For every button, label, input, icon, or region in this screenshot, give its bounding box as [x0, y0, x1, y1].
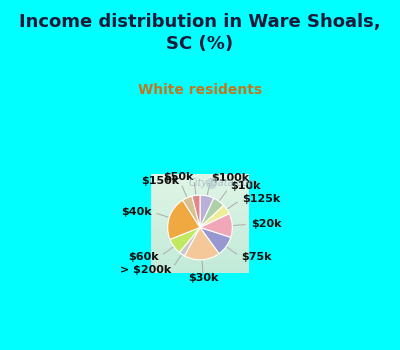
- Text: $30k: $30k: [188, 273, 218, 284]
- Text: $150k: $150k: [142, 176, 180, 186]
- Text: $60k: $60k: [128, 252, 159, 262]
- Text: $125k: $125k: [242, 194, 280, 204]
- Text: Income distribution in Ware Shoals,
SC (%): Income distribution in Ware Shoals, SC (…: [19, 13, 381, 53]
- Wedge shape: [200, 198, 224, 228]
- Wedge shape: [192, 195, 200, 228]
- Wedge shape: [200, 228, 231, 254]
- Wedge shape: [168, 200, 200, 239]
- Text: $50k: $50k: [163, 172, 194, 182]
- Text: $10k: $10k: [230, 181, 260, 191]
- Wedge shape: [179, 228, 200, 256]
- Wedge shape: [200, 195, 214, 228]
- Text: White residents: White residents: [138, 83, 262, 97]
- Text: > $200k: > $200k: [120, 265, 171, 275]
- Text: $75k: $75k: [241, 252, 272, 262]
- Text: $100k: $100k: [211, 173, 249, 183]
- Text: $40k: $40k: [121, 207, 152, 217]
- Wedge shape: [183, 196, 200, 228]
- Text: City-Data.com: City-Data.com: [189, 178, 258, 188]
- Wedge shape: [200, 214, 232, 238]
- Wedge shape: [170, 228, 200, 252]
- Text: $20k: $20k: [251, 219, 281, 229]
- Wedge shape: [184, 228, 219, 260]
- Wedge shape: [200, 205, 229, 228]
